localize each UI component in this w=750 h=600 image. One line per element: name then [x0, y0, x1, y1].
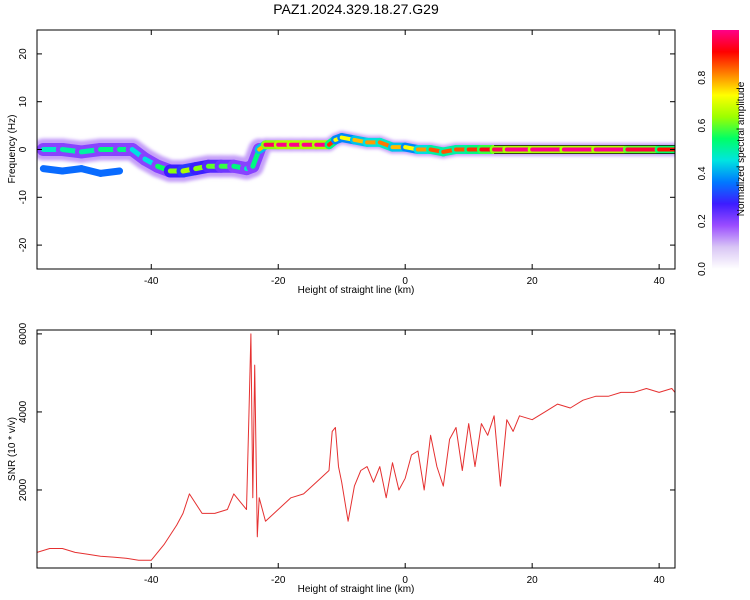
colorbar-tick-label: 0.4: [697, 166, 708, 180]
heatmap-panel: -40 -20 0 20 40 -20 -10 0 10 20 Height of straigh…: [7, 29, 676, 296]
heatmap-ridge-core: [37, 133, 675, 178]
colorbar-tick-label: 0.6: [697, 118, 708, 132]
colorbar-ticks: 0.0 0.2 0.4 0.6 0.8: [697, 70, 708, 276]
snr-x-tick-label: 0: [402, 575, 408, 586]
colorbar-bar: [712, 30, 739, 269]
colorbar: 0.0 0.2 0.4 0.6 0.8 Normalized spectral ampl…: [697, 30, 747, 276]
snr-x-tick-label: -20: [271, 575, 286, 586]
snr-series-line: [37, 333, 675, 561]
colorbar-tick-label: 0.0: [697, 262, 708, 276]
heatmap-y-tick-label: 10: [18, 96, 29, 108]
heatmap-y-tick-label: -10: [18, 190, 29, 205]
heatmap-y-axis-label: Frequency (Hz): [7, 115, 18, 184]
snr-plot-area: [37, 330, 675, 568]
snr-y-tick-label: 4000: [18, 400, 29, 423]
heatmap-axes: -40 -20 0 20 40 -20 -10 0 10 20: [18, 30, 675, 287]
heatmap-marks: [37, 131, 675, 183]
figure-title: PAZ1.2024.329.18.27.G29: [273, 1, 439, 17]
colorbar-label: Normalized spectral amplitude: [736, 81, 747, 216]
heatmap-y-tick-label: 20: [18, 48, 29, 60]
heatmap-y-tick-label: 0: [18, 146, 29, 152]
snr-x-axis-label: Height of straight line (km): [298, 584, 415, 595]
snr-y-tick-label: 6000: [18, 322, 29, 345]
heatmap-x-tick-label: -20: [271, 276, 286, 287]
snr-axes: -40 -20 0 20 40 2000 4000 6000: [18, 322, 675, 586]
snr-y-axis-label: SNR (10 * v/v): [7, 417, 18, 481]
heatmap-x-tick-label: 0: [402, 276, 408, 287]
colorbar-tick-label: 0.2: [697, 214, 708, 228]
snr-x-tick-label: 20: [527, 575, 539, 586]
heatmap-x-tick-label: 40: [654, 276, 666, 287]
heatmap-x-axis-label: Height of straight line (km): [298, 285, 415, 296]
snr-frame: [36, 329, 676, 569]
snr-y-tick-label: 2000: [18, 478, 29, 501]
heatmap-x-tick-label: 20: [527, 276, 539, 287]
snr-x-tick-label: -40: [144, 575, 159, 586]
heatmap-y-tick-label: -20: [18, 237, 29, 252]
heatmap-x-tick-label: -40: [144, 276, 159, 287]
snr-panel: -40 -20 0 20 40 2000 4000 6000 Height of straig…: [7, 322, 676, 595]
heatmap-lower-branch-segment: [96, 167, 124, 177]
colorbar-tick-label: 0.8: [697, 70, 708, 84]
snr-x-tick-label: 40: [654, 575, 666, 586]
